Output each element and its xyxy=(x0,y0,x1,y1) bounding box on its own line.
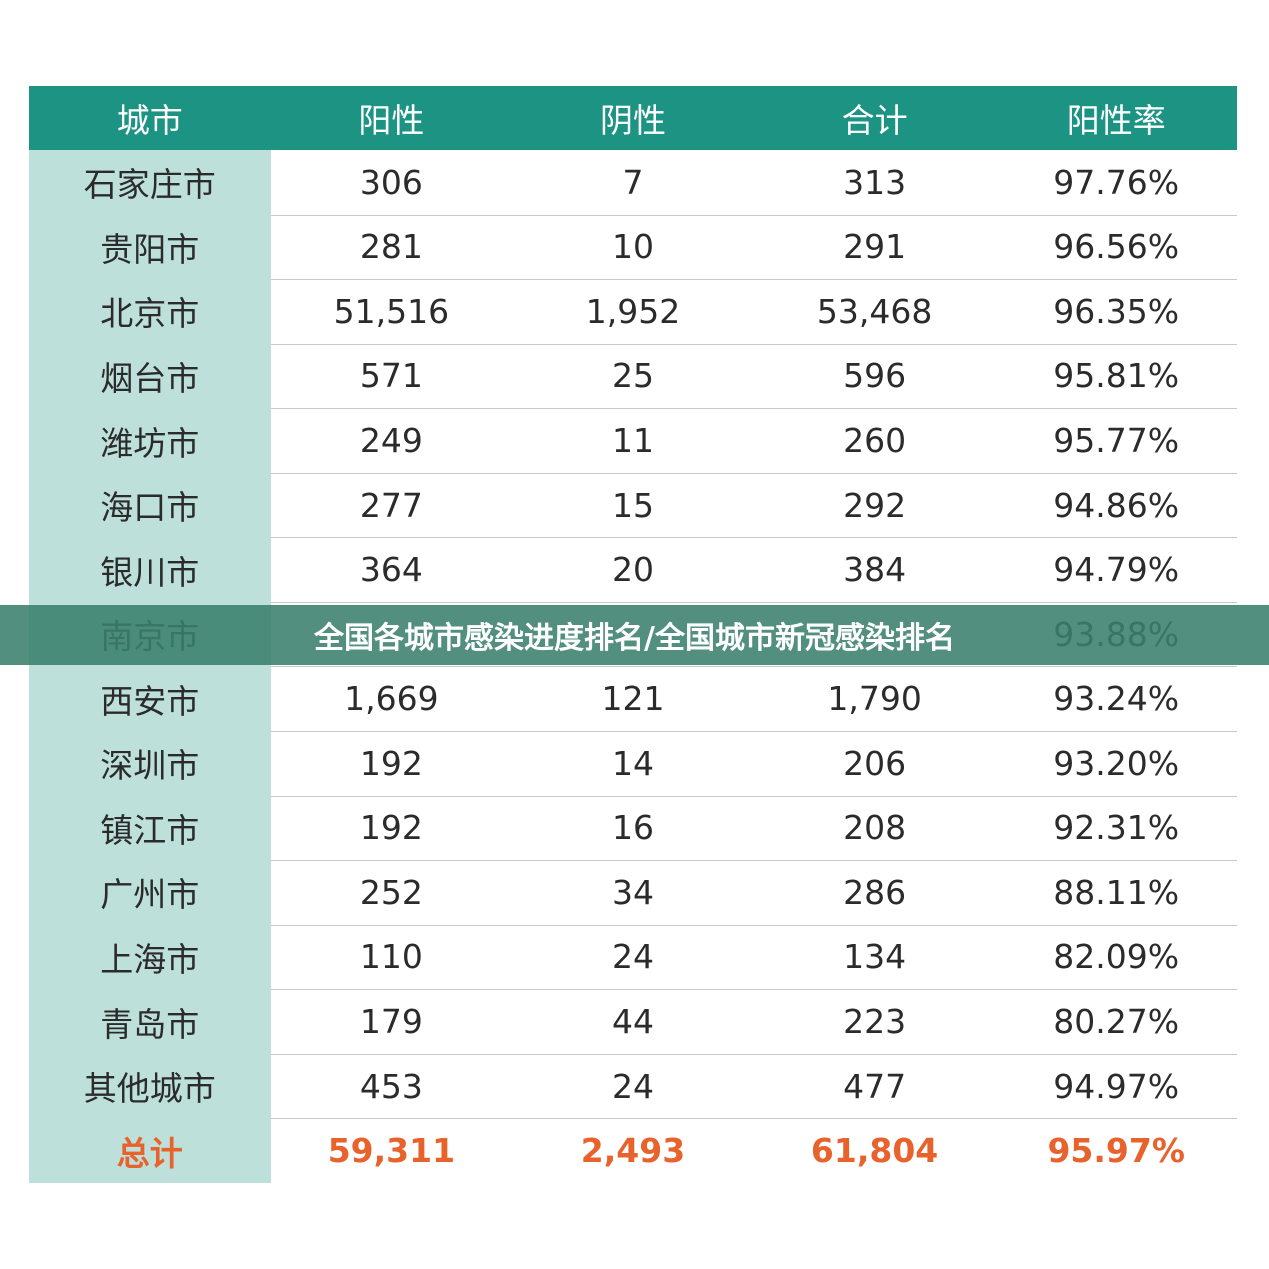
cell: 96.56% xyxy=(1053,227,1180,267)
cell: 121 xyxy=(601,679,665,719)
cell: 292 xyxy=(843,485,907,525)
cell: 260 xyxy=(843,421,907,460)
cell: 11 xyxy=(611,421,654,460)
cell: 206 xyxy=(843,743,907,783)
cell: 313 xyxy=(843,162,907,202)
cell: 24 xyxy=(611,937,654,977)
cell: 208 xyxy=(843,808,907,848)
cell: 1,669 xyxy=(344,679,439,719)
row-divider xyxy=(270,924,1237,926)
cell: 2,493 xyxy=(580,1131,686,1171)
cell: 1,790 xyxy=(827,679,922,719)
row-header: 潍坊市 xyxy=(29,408,271,473)
row-header: 西安市 xyxy=(29,666,271,732)
row-header: 上海市 xyxy=(29,924,271,990)
row-divider xyxy=(270,408,1237,410)
cell: 34 xyxy=(611,872,654,912)
cell: 7 xyxy=(622,162,644,202)
cell: 88.11% xyxy=(1053,872,1180,912)
cell: 223 xyxy=(843,1002,907,1042)
row-divider xyxy=(270,1118,1237,1120)
row-header: 北京市 xyxy=(29,279,271,344)
row-header: 镇江市 xyxy=(29,795,271,861)
cell: 92.31% xyxy=(1053,808,1180,848)
cell: 14 xyxy=(611,743,654,783)
cell: 97.76% xyxy=(1053,162,1180,202)
cell: 94.79% xyxy=(1053,550,1180,590)
cell: 20 xyxy=(611,550,654,590)
row-header: 其他城市 xyxy=(29,1053,271,1119)
cell: 192 xyxy=(359,743,423,783)
column-header: 合计 xyxy=(753,86,996,150)
cell: 53,468 xyxy=(816,291,933,331)
row-header: 海口市 xyxy=(29,472,271,538)
cell: 571 xyxy=(359,356,423,396)
cell: 59,311 xyxy=(327,1131,456,1171)
row-divider xyxy=(270,279,1237,281)
cell: 61,804 xyxy=(810,1131,939,1171)
cell: 596 xyxy=(843,356,907,396)
cell: 1,952 xyxy=(585,291,681,331)
cell: 179 xyxy=(359,1002,423,1042)
row-divider xyxy=(270,601,1237,603)
banner-title: 全国各城市感染进度排名/全国城市新冠感染排名 xyxy=(0,605,1269,665)
cell: 24 xyxy=(611,1066,654,1106)
cell: 95.81% xyxy=(1053,356,1180,396)
cell: 93.24% xyxy=(1053,679,1180,719)
cell: 110 xyxy=(359,937,423,977)
cell: 453 xyxy=(359,1066,423,1106)
row-header: 广州市 xyxy=(29,860,271,925)
row-header: 石家庄市 xyxy=(29,150,271,215)
column-header: 阴性 xyxy=(512,86,754,150)
cell: 286 xyxy=(843,872,907,912)
row-header: 贵阳市 xyxy=(29,214,271,280)
cell: 94.86% xyxy=(1053,485,1180,525)
cell: 192 xyxy=(359,808,423,848)
row-divider xyxy=(270,860,1237,862)
cell: 364 xyxy=(359,550,423,590)
row-header: 烟台市 xyxy=(29,343,271,409)
cell: 16 xyxy=(611,808,654,848)
row-header: 总计 xyxy=(29,1118,271,1183)
row-header: 银川市 xyxy=(29,537,271,602)
cell: 95.77% xyxy=(1053,421,1180,460)
cell: 25 xyxy=(611,356,654,396)
cell: 80.27% xyxy=(1053,1002,1180,1042)
cell: 306 xyxy=(359,162,423,202)
cell: 51,516 xyxy=(333,291,450,331)
cell: 277 xyxy=(359,485,423,525)
cell: 249 xyxy=(359,421,423,460)
cell: 10 xyxy=(611,227,654,267)
column-header: 阳性率 xyxy=(995,86,1237,150)
row-divider xyxy=(270,214,1237,216)
column-header: 阳性 xyxy=(270,86,513,150)
row-divider xyxy=(270,989,1237,991)
cell: 291 xyxy=(843,227,907,267)
row-header: 深圳市 xyxy=(29,731,271,796)
row-divider xyxy=(270,1053,1237,1055)
cell: 384 xyxy=(843,550,907,590)
row-divider xyxy=(270,731,1237,733)
row-divider xyxy=(270,666,1237,668)
cell: 44 xyxy=(611,1002,654,1042)
column-header: 城市 xyxy=(29,86,271,150)
cell: 94.97% xyxy=(1053,1066,1180,1106)
cell: 96.35% xyxy=(1053,291,1180,331)
cell: 15 xyxy=(611,485,654,525)
row-divider xyxy=(270,795,1237,797)
row-header: 青岛市 xyxy=(29,989,271,1054)
cell: 281 xyxy=(359,227,423,267)
cell: 477 xyxy=(843,1066,907,1106)
row-divider xyxy=(270,343,1237,345)
cell: 95.97% xyxy=(1047,1131,1185,1171)
cell: 82.09% xyxy=(1053,937,1180,977)
cell: 252 xyxy=(359,872,423,912)
row-divider xyxy=(270,537,1237,539)
row-divider xyxy=(270,472,1237,474)
cell: 93.20% xyxy=(1053,743,1180,783)
cell: 134 xyxy=(843,937,907,977)
